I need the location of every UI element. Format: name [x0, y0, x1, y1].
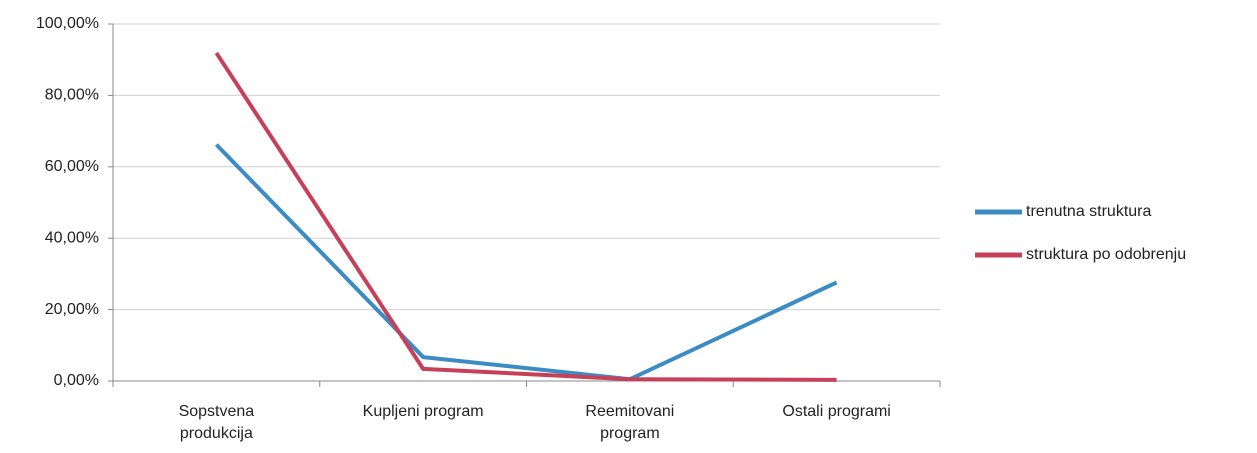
y-tick-label: 0,00%: [54, 372, 99, 389]
y-tick-label: 20,00%: [45, 301, 99, 318]
x-tick-label: Sopstvena produkcija: [178, 403, 255, 442]
series-line: [214, 51, 837, 382]
x-tick-label: Kupljeni program: [362, 403, 484, 420]
x-tick-label: Reemitovani program: [585, 403, 675, 442]
y-tick-label: 40,00%: [45, 229, 99, 246]
y-tick-label: 60,00%: [45, 158, 99, 175]
legend-label: trenutna struktura: [1026, 203, 1152, 220]
legend-label: struktura po odobrenju: [1026, 246, 1186, 263]
series-line: [214, 143, 838, 382]
x-tick-label: Ostali programi: [782, 403, 891, 420]
y-tick-label: 100,00%: [36, 15, 99, 32]
y-tick-label: 80,00%: [45, 87, 99, 104]
